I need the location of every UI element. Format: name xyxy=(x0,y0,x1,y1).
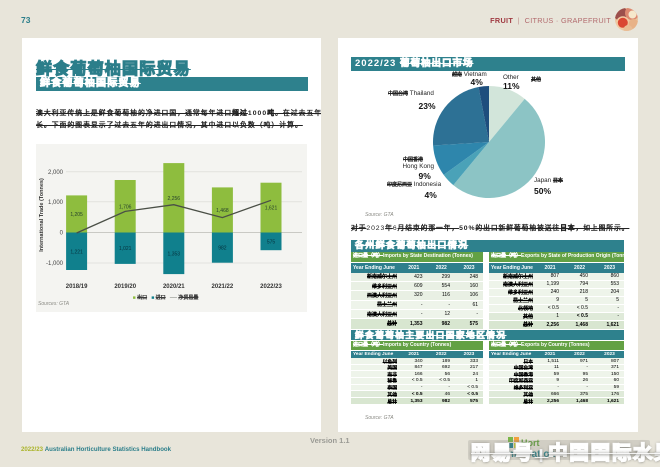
svg-text:1,706: 1,706 xyxy=(119,204,132,210)
svg-text:2022/23: 2022/23 xyxy=(260,284,282,290)
svg-text:-1,000: -1,000 xyxy=(46,261,64,267)
svg-text:1,021: 1,021 xyxy=(119,246,132,252)
svg-text:2021/22: 2021/22 xyxy=(212,284,234,290)
svg-text:1,468: 1,468 xyxy=(216,208,229,214)
svg-text:1,353: 1,353 xyxy=(168,251,181,257)
svg-text:1,000: 1,000 xyxy=(48,200,64,206)
svg-text:2,256: 2,256 xyxy=(168,196,181,202)
svg-text:2019/20: 2019/20 xyxy=(114,284,136,290)
svg-text:2018/19: 2018/19 xyxy=(66,284,88,290)
svg-text:1,621: 1,621 xyxy=(265,206,278,212)
svg-text:1,205: 1,205 xyxy=(70,212,83,218)
svg-text:1,221: 1,221 xyxy=(70,249,83,255)
svg-text:982: 982 xyxy=(218,246,227,252)
svg-text:International Trade (Tonnes): International Trade (Tonnes) xyxy=(39,178,45,252)
svg-text:575: 575 xyxy=(267,239,276,245)
svg-text:0: 0 xyxy=(60,231,64,237)
svg-text:2,000: 2,000 xyxy=(48,170,64,176)
svg-text:2020/21: 2020/21 xyxy=(163,284,185,290)
